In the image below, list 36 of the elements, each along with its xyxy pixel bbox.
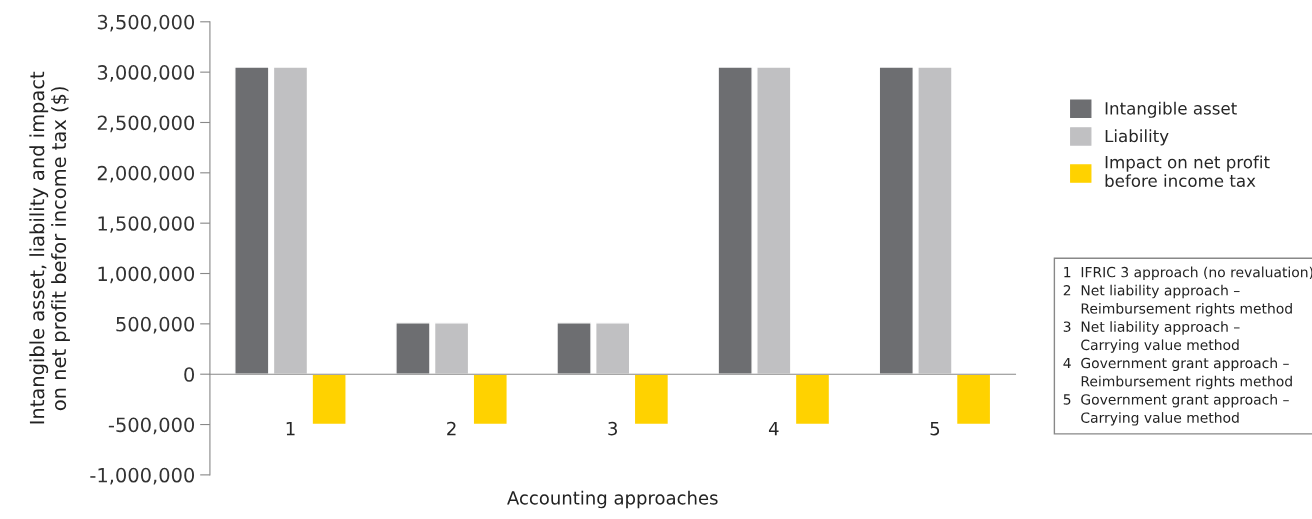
bar (395, 322, 431, 375)
legend-label: Liability (1105, 129, 1169, 146)
bar (272, 66, 309, 375)
y-tick-label: 0 (184, 367, 195, 382)
x-tick-label: 5 (930, 421, 940, 436)
bar (955, 373, 992, 426)
bar (717, 66, 753, 375)
y-tick-label: 500,000 (116, 316, 195, 334)
x-tick-label: 2 (447, 421, 456, 436)
y-tick-label: 3,000,000 (97, 65, 195, 82)
y-tick-label: 1,000,000 (98, 266, 195, 284)
y-tick-label: 2,000,000 (97, 165, 195, 183)
bar (556, 322, 592, 375)
y-tick-label: -1,000,000 (90, 467, 195, 485)
bar (917, 66, 953, 375)
x-tick-label: 4 (768, 421, 779, 436)
x-axis-title: Accounting approaches (507, 490, 718, 509)
bar (594, 322, 631, 375)
bar (633, 373, 670, 426)
x-tick-label: 1 (286, 421, 295, 436)
bar (794, 373, 831, 426)
y-tick-label: 1,500,000 (98, 216, 195, 233)
x-tick-label: 3 (608, 421, 617, 436)
y-tick-label: -500,000 (108, 417, 195, 435)
y-tick-label: 3,500,000 (97, 14, 195, 32)
bar (472, 373, 508, 426)
bar (878, 66, 914, 375)
bar (311, 373, 347, 426)
text: 1 IFRIC 3 approach (no revaluation) 2 Net liability approach – Reimbursement rights method 3 Net liability approach – Carrying value method 4 Government grant approach – Reimbursement rights method 5 Government grant approach – Carrying value method (1063, 266, 1312, 426)
y-axis-title: Intangible asset, liability and impact on net profit befor income tax ($) (29, 71, 70, 424)
bar (234, 66, 270, 375)
legend-label: Intangible asset (1105, 101, 1237, 118)
legend-label: Impact on net profit before income tax (1105, 155, 1270, 188)
bar (756, 66, 792, 375)
y-tick-label: 2,500,000 (97, 115, 195, 133)
bar (433, 322, 470, 375)
